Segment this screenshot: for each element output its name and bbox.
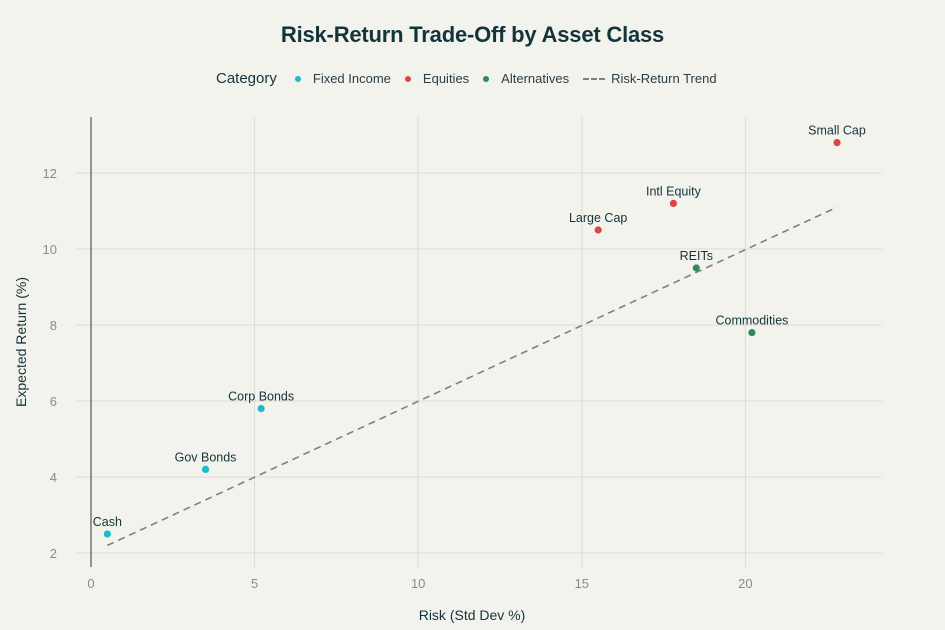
alternatives-dot-icon xyxy=(483,75,490,82)
y-axis-label: Expected Return (%) xyxy=(13,277,29,407)
x-tick-label: 20 xyxy=(738,576,752,591)
y-tick-label: 12 xyxy=(43,166,57,181)
legend-item-alternatives[interactable]: Alternatives xyxy=(483,71,569,86)
point-label: Cash xyxy=(93,515,122,529)
point-label: Large Cap xyxy=(569,211,627,225)
legend-label: Alternatives xyxy=(501,71,570,86)
point-label: REITs xyxy=(680,249,713,263)
y-tick-label: 10 xyxy=(43,242,57,257)
equities-dot-icon xyxy=(404,75,411,82)
data-point xyxy=(833,139,841,147)
y-tick-label: 2 xyxy=(50,546,57,561)
legend: Category Fixed Income Equities Alternati… xyxy=(216,70,731,87)
legend-label: Risk-Return Trend xyxy=(611,71,717,86)
data-point xyxy=(103,530,111,538)
x-tick-label: 10 xyxy=(411,576,425,591)
dashed-line-icon xyxy=(583,77,606,80)
point-label: Corp Bonds xyxy=(228,390,294,404)
x-axis-label: Risk (Std Dev %) xyxy=(419,607,526,623)
point-label: Small Cap xyxy=(808,124,866,138)
data-point xyxy=(669,199,678,207)
point-label: Gov Bonds xyxy=(175,450,237,464)
point-label: Commodities xyxy=(715,314,788,328)
data-point xyxy=(692,264,700,272)
legend-label: Fixed Income xyxy=(312,71,391,86)
legend-title: Category xyxy=(216,70,277,87)
y-tick-label: 6 xyxy=(50,394,57,409)
chart-title: Risk-Return Trade-Off by Asset Class xyxy=(280,22,665,47)
trend-line xyxy=(107,206,838,547)
fixed-income-dot-icon xyxy=(294,75,301,82)
data-point xyxy=(257,405,265,413)
data-point xyxy=(594,226,602,234)
legend-item-trend[interactable]: Risk-Return Trend xyxy=(583,71,717,86)
legend-item-fixed-income[interactable]: Fixed Income xyxy=(294,71,391,86)
x-tick-label: 15 xyxy=(575,576,589,591)
data-point xyxy=(201,465,210,473)
legend-item-equities[interactable]: Equities xyxy=(404,71,470,86)
y-tick-label: 4 xyxy=(50,470,57,485)
point-label: Intl Equity xyxy=(646,184,702,198)
y-tick-label: 8 xyxy=(50,318,57,333)
x-tick-label: 0 xyxy=(87,576,94,591)
x-tick-label: 5 xyxy=(251,576,258,591)
data-point xyxy=(748,329,756,337)
legend-label: Equities xyxy=(422,71,470,86)
